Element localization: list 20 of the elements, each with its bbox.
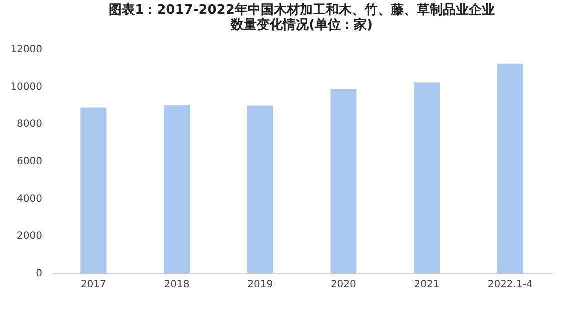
chart-title: 图表1：2017-2022年中国木材加工和木、竹、藤、草制品业企业数量变化情况(单位：家) [109,2,495,33]
bar [330,89,357,273]
bar [414,82,440,273]
y-tick-label: 0 [36,268,42,280]
x-tick-label: 2019 [248,280,274,290]
x-tick-label: 2018 [164,280,190,290]
bar [80,108,107,273]
bar [247,106,274,273]
x-tick-label: 2020 [330,280,356,290]
y-tick-label: 6000 [17,156,42,168]
y-tick-label: 12000 [10,44,42,56]
bar [164,105,190,273]
x-tick-label: 2022.1-4 [488,280,533,290]
y-tick-label: 2000 [17,231,42,242]
x-tick-label: 2021 [414,280,440,290]
y-tick-label: 10000 [10,82,42,93]
bar [497,64,524,273]
y-tick-label: 4000 [17,194,42,205]
y-tick-label: 8000 [17,119,42,130]
x-tick-label: 2017 [80,280,106,290]
